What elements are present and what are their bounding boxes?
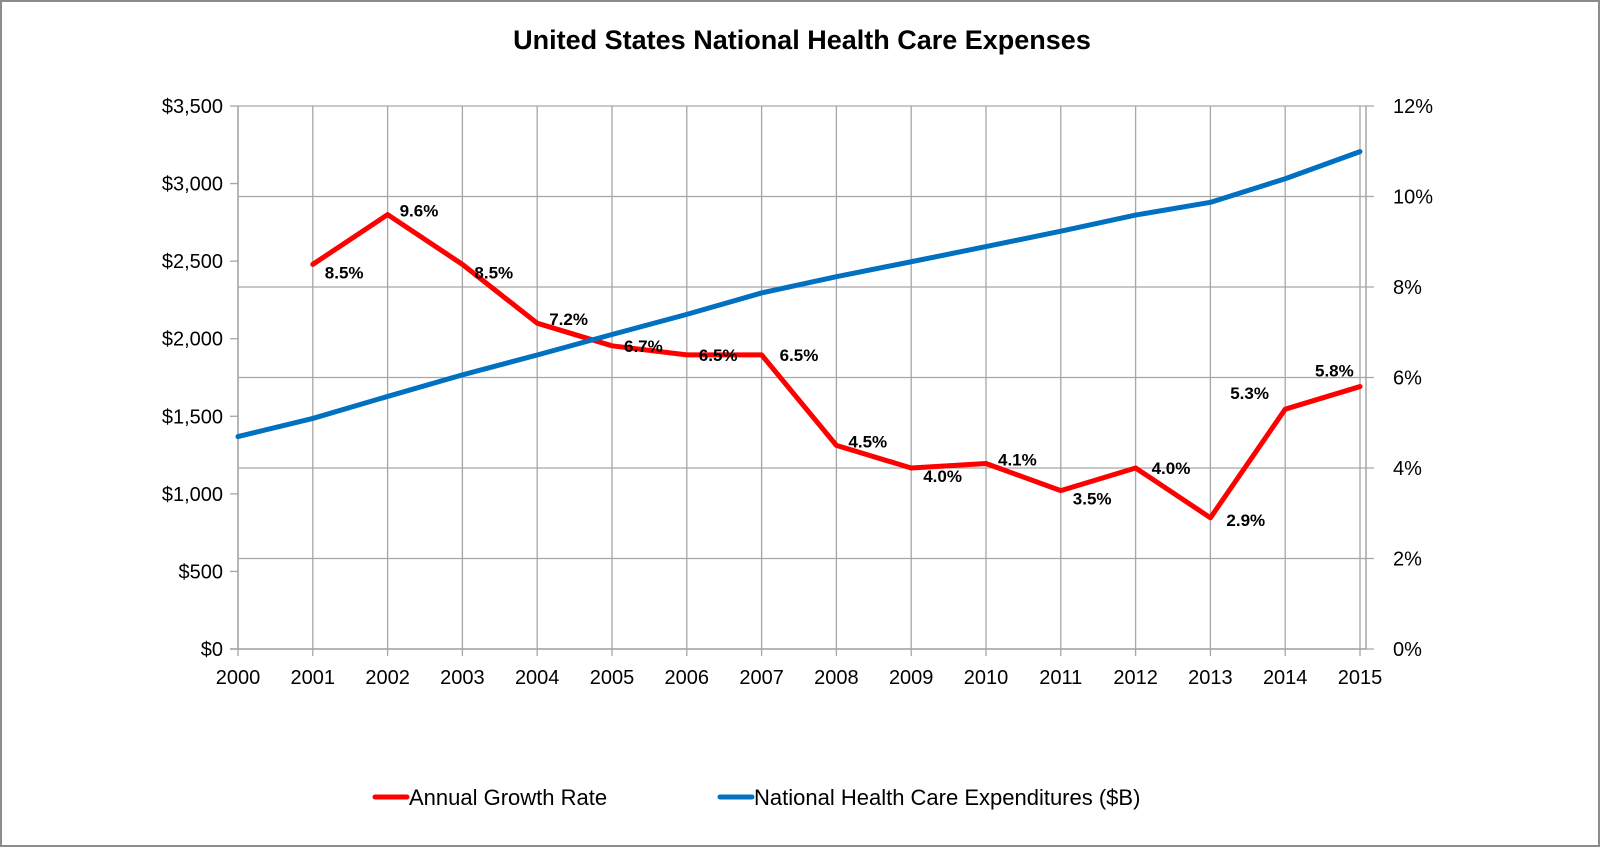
x-tick-label: 2000 — [216, 667, 261, 689]
data-label: 4.1% — [998, 450, 1037, 469]
x-tick-label: 2014 — [1263, 667, 1308, 689]
chart-title: United States National Health Care Expen… — [513, 25, 1091, 55]
data-label: 6.5% — [780, 346, 819, 365]
x-tick-label: 2008 — [814, 667, 859, 689]
legend-item-national-health-care-expenditures: National Health Care Expenditures ($B) — [720, 785, 1140, 810]
gridlines — [238, 106, 1374, 656]
data-label: 3.5% — [1073, 490, 1112, 509]
x-tick-label: 2013 — [1188, 667, 1233, 689]
x-tick-label: 2001 — [291, 667, 336, 689]
x-tick-label: 2011 — [1039, 667, 1082, 689]
x-tick-label: 2015 — [1338, 667, 1383, 689]
x-tick-label: 2010 — [964, 667, 1009, 689]
series-line-national-health-care-expenditures-b — [238, 152, 1360, 437]
x-tick-label: 2006 — [665, 667, 710, 689]
left-tick-label: $500 — [179, 561, 224, 583]
legend-label: National Health Care Expenditures ($B) — [754, 785, 1140, 810]
right-tick-label: 0% — [1393, 639, 1422, 661]
x-tick-label: 2009 — [889, 667, 934, 689]
x-tick-label: 2002 — [365, 667, 410, 689]
x-tick-label: 2005 — [590, 667, 635, 689]
x-tick-label: 2003 — [440, 667, 485, 689]
legend: Annual Growth Rate National Health Care … — [375, 785, 1140, 810]
x-tick-label: 2012 — [1113, 667, 1158, 689]
data-labels: 8.5% 9.6% 8.5% 7.2% 6.7% 6.5% 6.5% 4.5% 4.0% 4.1%… — [325, 202, 1354, 530]
right-tick-label: 12% — [1393, 96, 1433, 118]
x-tick-label: 2007 — [739, 667, 784, 689]
right-axis-ticks: 0% 2% 4% 6% 8% 10% 12% — [1393, 96, 1433, 661]
right-tick-label: 8% — [1393, 277, 1422, 299]
data-label: 6.5% — [699, 346, 738, 365]
x-tick-label: 2004 — [515, 667, 560, 689]
right-tick-label: 10% — [1393, 187, 1433, 209]
left-tick-label: $1,500 — [162, 406, 223, 428]
left-axis-ticks: $0 $500 $1,000 $1,500 $2,000 $2,500 $3,000 $3,5… — [162, 96, 238, 661]
left-tick-label: $1,000 — [162, 484, 223, 506]
data-label: 5.3% — [1230, 384, 1269, 403]
data-label: 9.6% — [400, 202, 439, 221]
x-axis-ticks: 2000 2001 2002 2003 2004 2005 2006 2007 2008 2009… — [216, 667, 1383, 689]
data-label: 4.5% — [848, 432, 887, 451]
right-tick-label: 2% — [1393, 549, 1422, 571]
data-label: 6.7% — [624, 337, 663, 356]
right-tick-label: 6% — [1393, 368, 1422, 390]
data-label: 8.5% — [325, 263, 364, 282]
data-label: 5.8% — [1315, 362, 1354, 381]
left-tick-label: $2,500 — [162, 251, 223, 273]
legend-item-annual-growth-rate: Annual Growth Rate — [375, 785, 607, 810]
left-tick-label: $2,000 — [162, 329, 223, 351]
data-label: 7.2% — [549, 310, 588, 329]
legend-label: Annual Growth Rate — [409, 785, 607, 810]
data-label: 4.0% — [1152, 459, 1191, 478]
data-label: 8.5% — [474, 263, 513, 282]
left-tick-label: $3,000 — [162, 174, 223, 196]
left-tick-label: $0 — [201, 639, 223, 661]
right-tick-label: 4% — [1393, 458, 1422, 480]
data-label: 2.9% — [1226, 511, 1265, 530]
left-tick-label: $3,500 — [162, 96, 223, 118]
data-label: 4.0% — [923, 467, 962, 486]
